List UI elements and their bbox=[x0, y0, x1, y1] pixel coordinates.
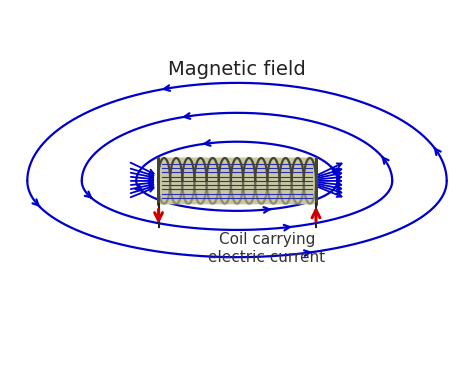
FancyBboxPatch shape bbox=[157, 158, 317, 204]
Text: Magnetic field: Magnetic field bbox=[168, 60, 306, 79]
Text: Coil carrying
electric current: Coil carrying electric current bbox=[209, 232, 326, 265]
